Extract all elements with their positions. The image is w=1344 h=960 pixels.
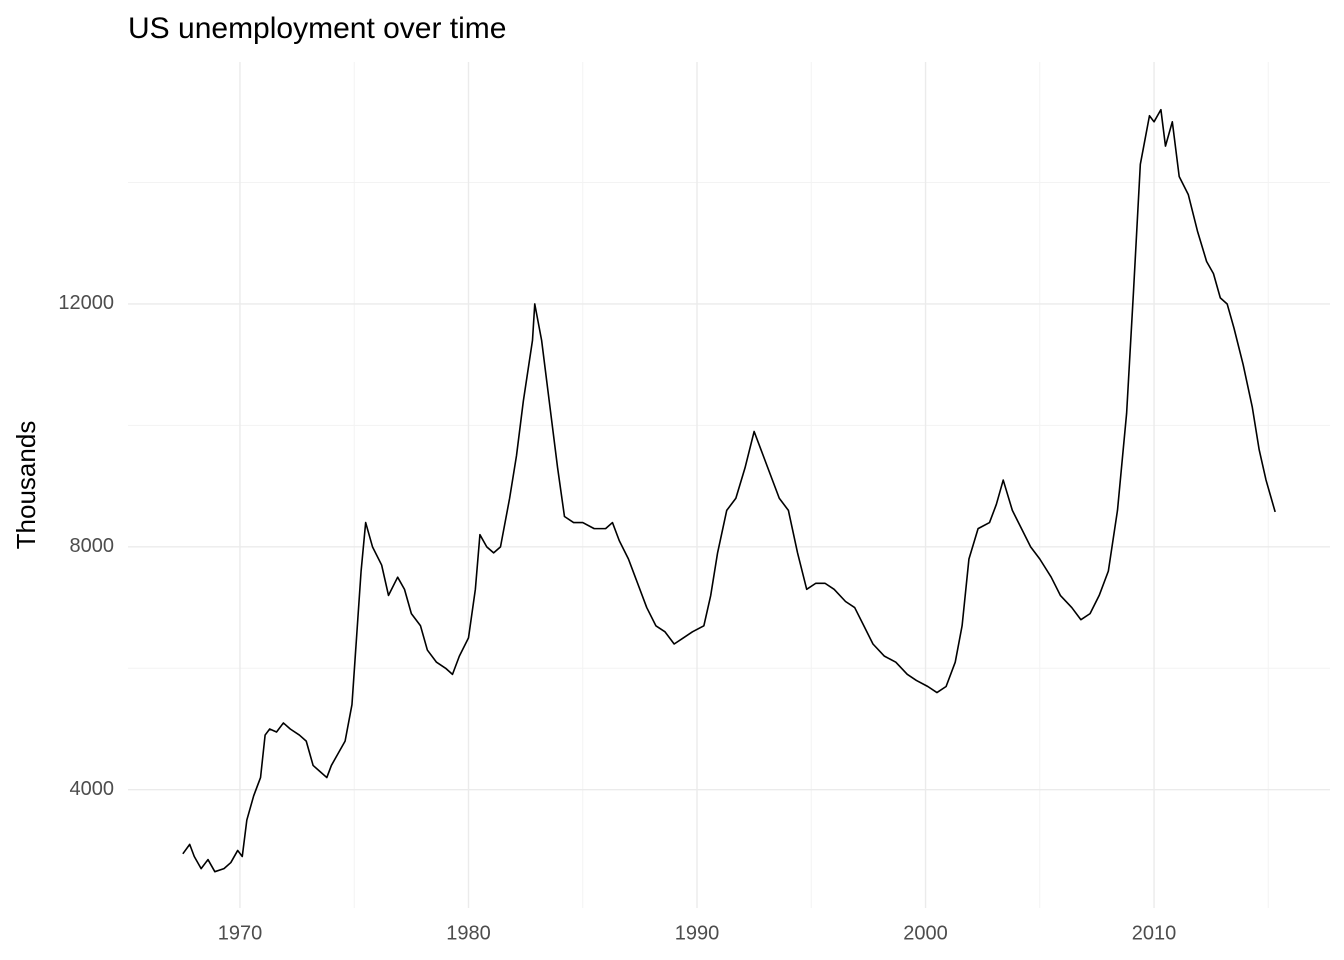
x-tick-label: 1970 [218,922,263,944]
y-tick-label: 4000 [70,778,115,800]
x-tick-label: 2010 [1132,922,1177,944]
line [182,108,1276,873]
chart-title: US unemployment over time [128,12,507,45]
x-tick-label: 1980 [446,922,491,944]
y-tick-label: 8000 [70,535,115,557]
y-tick-label: 12000 [58,292,114,314]
x-tick-label: 2000 [903,922,948,944]
y-axis-label: Thousands [11,421,41,550]
x-tick-label: 1990 [675,922,720,944]
